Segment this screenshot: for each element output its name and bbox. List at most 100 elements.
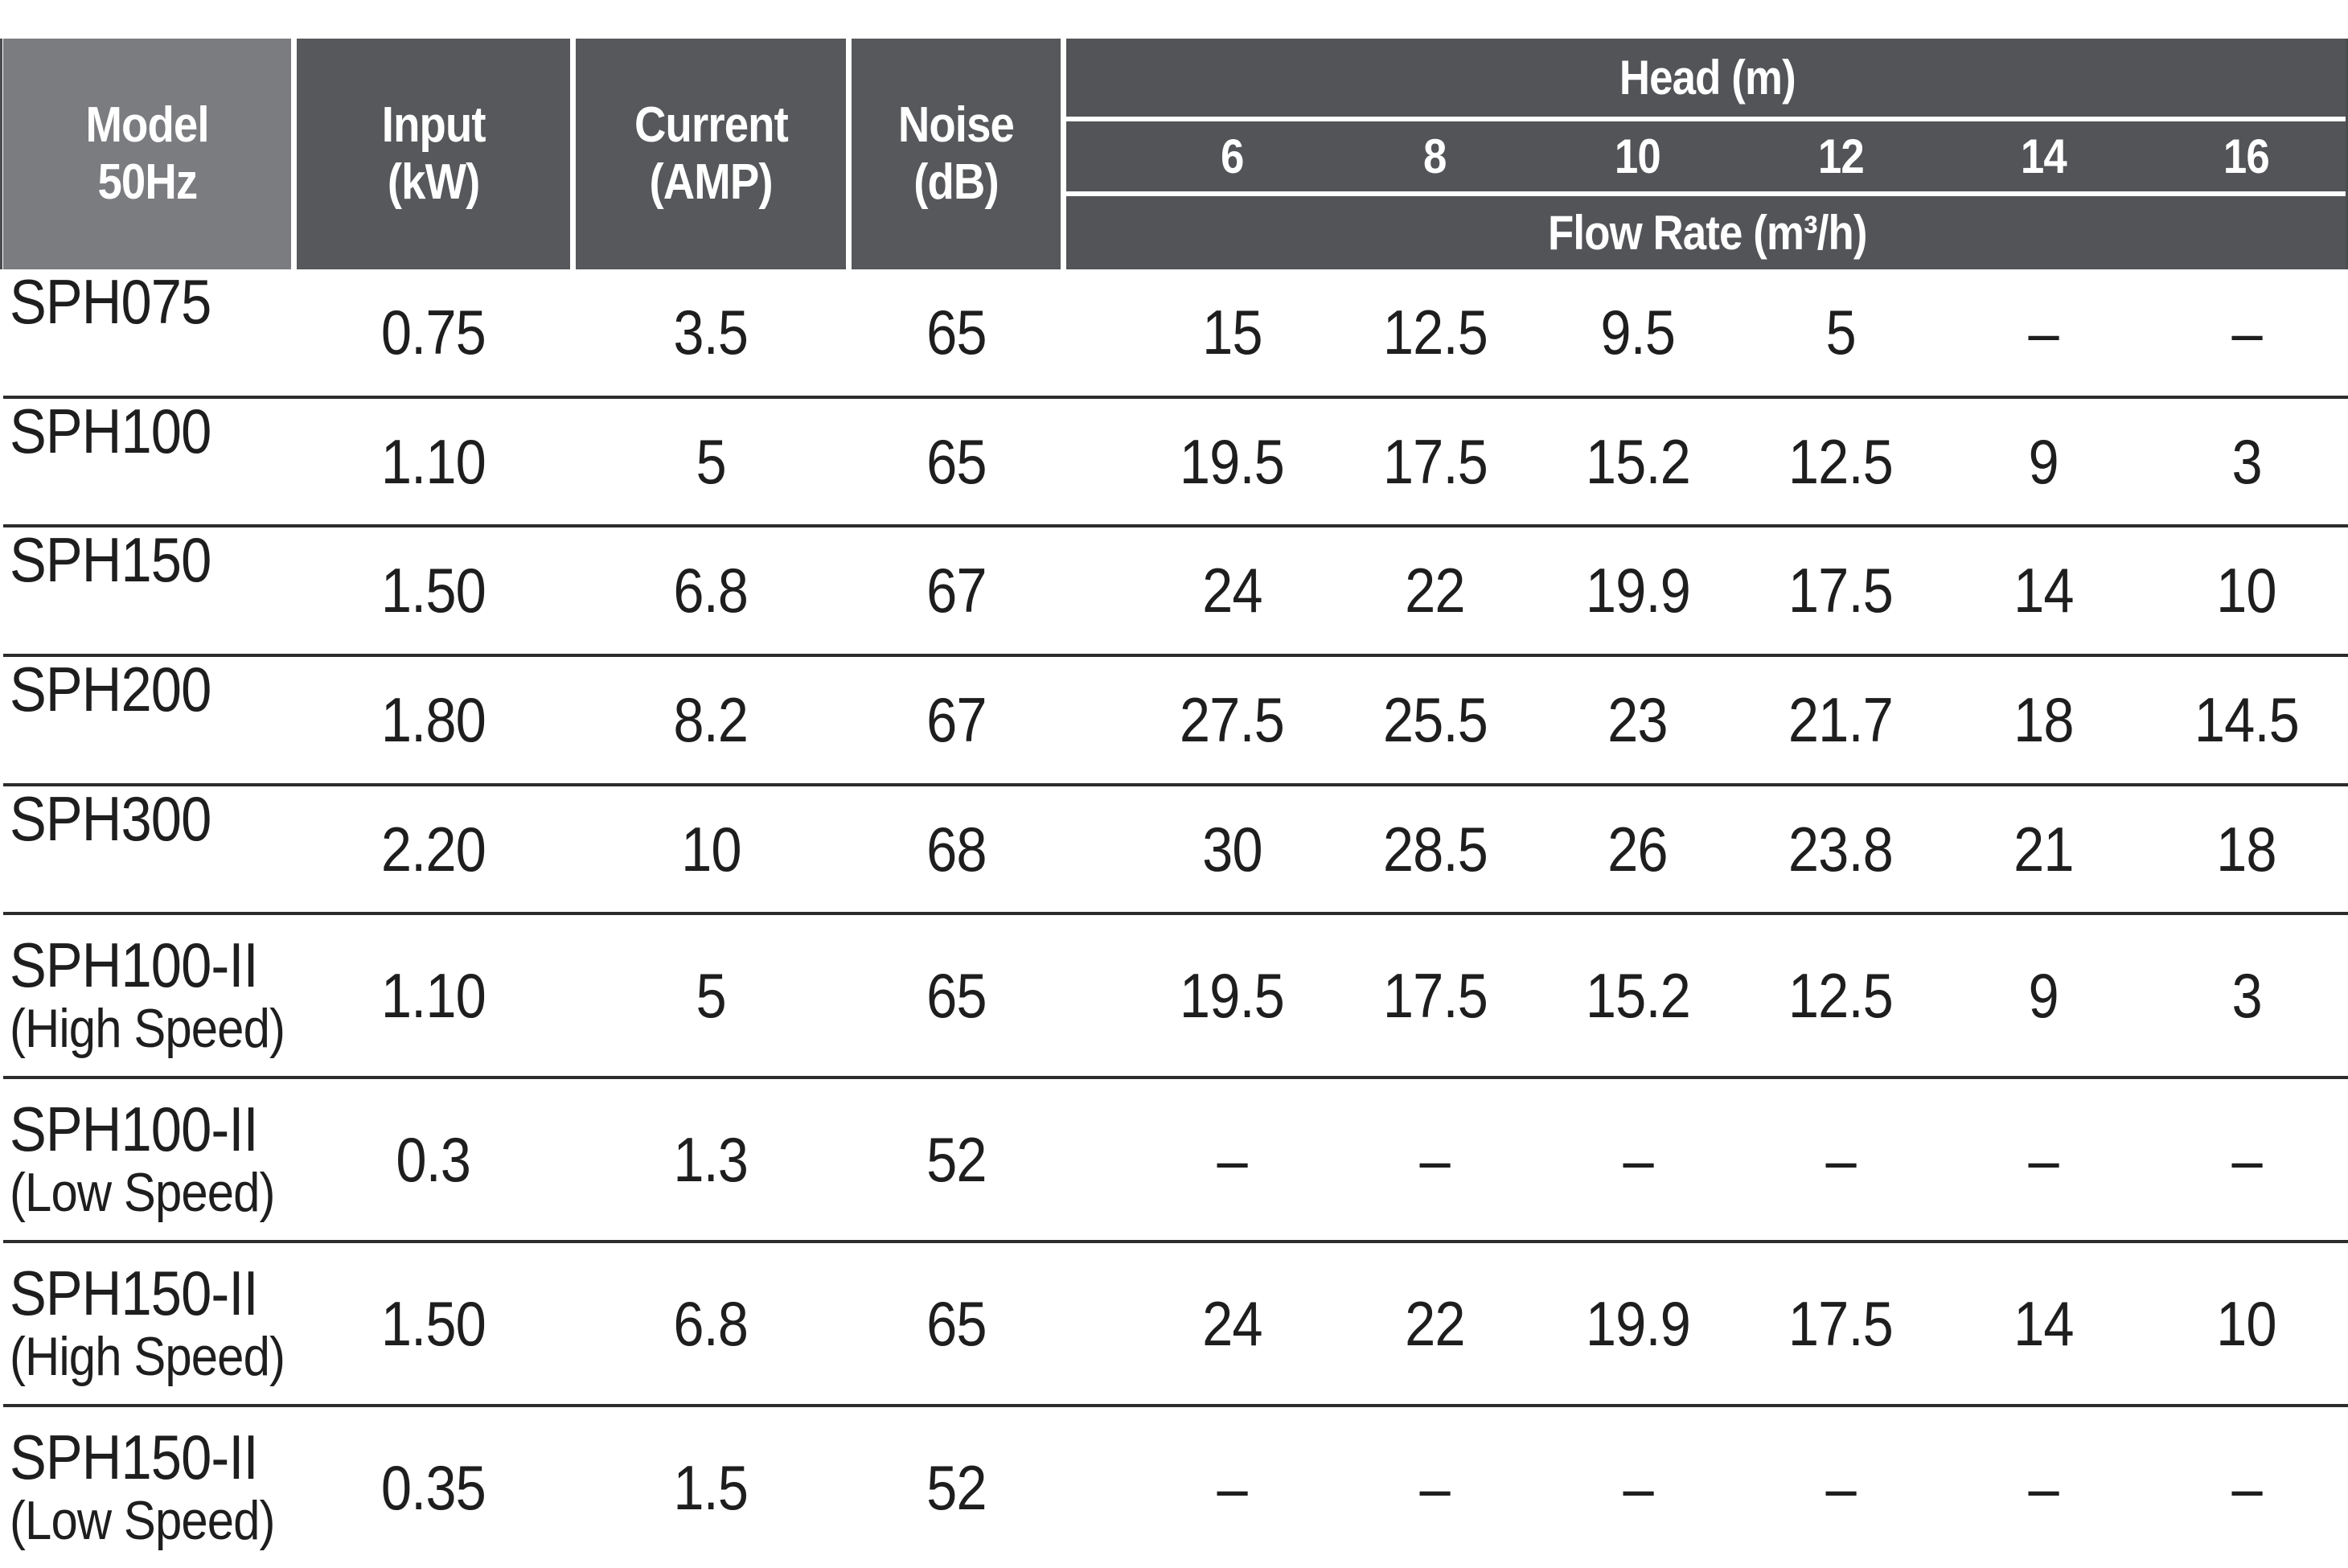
flow-rate-head-12: 17.5 [1788, 555, 1894, 626]
head-value-6: 6 [1220, 129, 1244, 183]
flow-rate-cells: 24 22 19.9 17.5 14 10 [1066, 1287, 2348, 1361]
model-speed-variant: (High Speed) [10, 997, 285, 1059]
head-column-group: Head (m) 6 8 10 12 14 16 Flow Rate (m³/h… [1066, 39, 2348, 269]
col-header-current: Current (AMP) [576, 39, 846, 269]
flow-rate-head-16: 14.5 [2194, 683, 2300, 755]
col-header-noise-line1: Noise [897, 97, 1015, 154]
model-name: SPH150 [10, 524, 211, 596]
current-amp-cell: 8.2 [673, 683, 749, 755]
table-row: SPH300 2.20 10 68 30 28.5 26 23.8 21 18 [3, 782, 2348, 913]
head-value-16: 16 [2223, 129, 2270, 183]
flow-rate-head-12: 17.5 [1788, 1287, 1894, 1359]
flow-rate-head-14: – [2028, 1123, 2059, 1195]
flow-rate-head-16: 10 [2216, 1287, 2277, 1359]
head-group-title: Head (m) [1066, 39, 2348, 117]
model-speed-variant: (Low Speed) [10, 1489, 275, 1551]
head-value-row: 6 8 10 12 14 16 [1066, 121, 2348, 191]
head-value-10: 10 [1615, 129, 1661, 183]
head-group-title-text: Head (m) [1619, 51, 1796, 105]
col-header-model-line2: 50Hz [97, 154, 198, 210]
noise-db-cell: 65 [926, 959, 987, 1031]
flow-rate-head-16: – [2231, 1451, 2262, 1523]
model-speed-variant [10, 335, 291, 396]
flow-rate-head-8: – [1419, 1123, 1451, 1195]
current-amp-cell: 5 [696, 959, 726, 1031]
flow-rate-head-8: – [1419, 1451, 1451, 1523]
flow-rate-head-8: 28.5 [1382, 813, 1488, 885]
col-header-input-line1: Input [381, 97, 486, 154]
flow-rate-head-10: – [1623, 1123, 1653, 1195]
model-cell: SPH075 [3, 269, 291, 396]
flow-rate-head-16: 10 [2216, 555, 2277, 626]
flow-rate-head-6: 30 [1201, 813, 1262, 885]
flow-rate-cells: – – – – – – [1066, 1123, 2348, 1197]
flow-rate-head-8: 22 [1405, 555, 1465, 626]
col-header-input-line2: (kW) [387, 154, 481, 210]
input-kw-cell: 0.3 [396, 1123, 472, 1195]
model-speed-variant: (High Speed) [10, 1325, 285, 1387]
table-row: SPH100-II (Low Speed) 0.3 1.3 52 – – – –… [3, 1076, 2348, 1240]
flow-rate-head-14: 21 [2013, 813, 2074, 885]
model-speed-variant [10, 593, 291, 654]
head-value-12: 12 [1817, 129, 1865, 183]
flow-rate-head-6: 24 [1201, 555, 1262, 626]
table-row: SPH150-II (Low Speed) 0.35 1.5 52 – – – … [3, 1404, 2348, 1568]
flow-rate-head-14: 9 [2028, 425, 2059, 497]
model-speed-variant: (Low Speed) [10, 1161, 275, 1223]
input-kw-cell: 1.50 [380, 555, 486, 626]
flow-rate-head-12: 5 [1825, 296, 1856, 367]
model-name: SPH100-II [10, 930, 259, 1001]
flow-rate-head-6: – [1217, 1451, 1248, 1523]
model-cell: SPH300 [3, 786, 291, 913]
flow-rate-head-14: 18 [2013, 683, 2074, 755]
flow-rate-head-12: 12.5 [1788, 959, 1894, 1031]
flow-rate-head-10: 15.2 [1585, 425, 1691, 497]
flow-rate-head-16: – [2231, 1123, 2262, 1195]
model-cell: SPH100 [3, 395, 291, 525]
input-kw-cell: 1.10 [380, 959, 486, 1031]
flow-rate-head-8: 22 [1405, 1287, 1465, 1359]
flow-rate-cells: 19.5 17.5 15.2 12.5 9 3 [1066, 959, 2348, 1032]
noise-db-cell: 52 [926, 1451, 987, 1523]
flow-rate-cells: 30 28.5 26 23.8 21 18 [1066, 813, 2348, 886]
noise-db-cell: 67 [926, 555, 987, 626]
flow-rate-head-6: 19.5 [1180, 425, 1285, 497]
flow-rate-head-6: 27.5 [1180, 683, 1285, 755]
table-row: SPH100 1.10 5 65 19.5 17.5 15.2 12.5 9 3 [3, 395, 2348, 525]
model-name: SPH100 [10, 395, 211, 466]
input-kw-cell: 1.50 [380, 1287, 486, 1359]
flow-rate-head-16: 18 [2216, 813, 2277, 885]
flow-rate-cells: 19.5 17.5 15.2 12.5 9 3 [1066, 425, 2348, 499]
flow-rate-head-14: 14 [2013, 1287, 2074, 1359]
table-row: SPH100-II (High Speed) 1.10 5 65 19.5 17… [3, 912, 2348, 1076]
flow-rate-subheader: Flow Rate (m³/h) [1066, 196, 2348, 269]
flow-rate-head-10: – [1623, 1451, 1653, 1523]
flow-rate-cells: 15 12.5 9.5 5 – – [1066, 296, 2348, 369]
flow-rate-head-10: 9.5 [1600, 296, 1676, 367]
model-cell: SPH150-II (Low Speed) [3, 1422, 291, 1551]
flow-rate-head-12: – [1825, 1451, 1856, 1523]
input-kw-cell: 1.80 [380, 683, 486, 755]
flow-rate-head-10: 23 [1607, 683, 1669, 755]
model-name: SPH300 [10, 782, 211, 854]
current-amp-cell: 6.8 [673, 1287, 749, 1359]
model-name: SPH150-II [10, 1422, 259, 1493]
col-header-noise-line2: (dB) [913, 154, 999, 210]
head-value-14: 14 [2020, 129, 2067, 183]
input-kw-cell: 2.20 [380, 813, 486, 885]
model-cell: SPH100-II (High Speed) [3, 930, 291, 1059]
model-name: SPH200 [10, 654, 211, 725]
input-kw-cell: 1.10 [380, 425, 486, 497]
noise-db-cell: 65 [926, 425, 987, 497]
noise-db-cell: 65 [926, 1287, 987, 1359]
flow-rate-head-12: 21.7 [1788, 683, 1894, 755]
flow-rate-head-6: 19.5 [1180, 959, 1285, 1031]
flow-rate-head-16: – [2231, 296, 2262, 367]
flow-rate-head-16: 3 [2231, 959, 2262, 1031]
model-name: SPH075 [10, 266, 211, 337]
flow-rate-head-8: 12.5 [1382, 296, 1488, 367]
noise-db-cell: 68 [926, 813, 987, 885]
noise-db-cell: 67 [926, 683, 987, 755]
col-header-model-line1: Model [85, 97, 209, 154]
